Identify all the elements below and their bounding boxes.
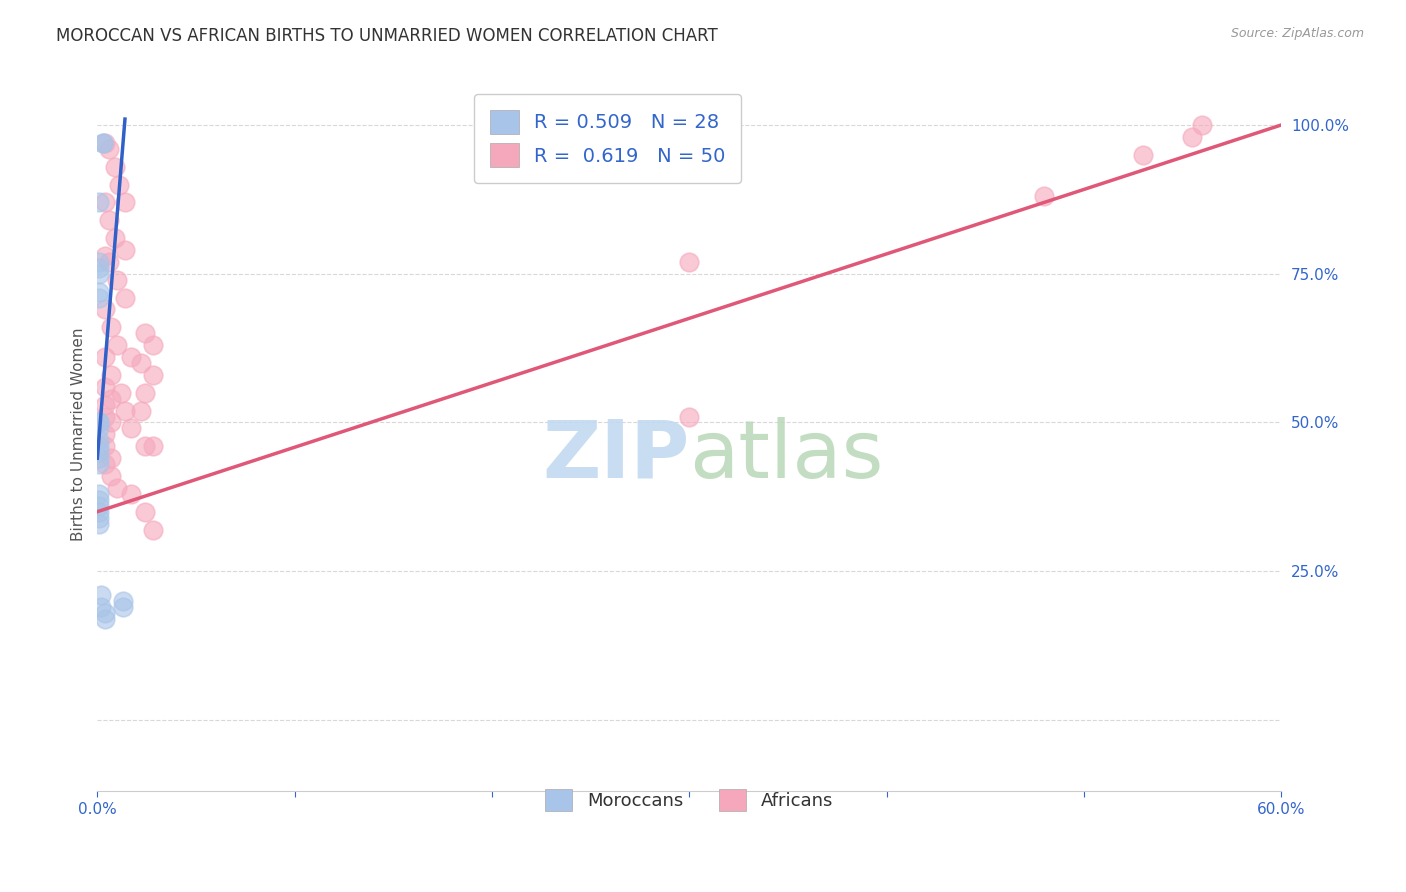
Point	[94, 350, 117, 364]
Point	[89, 195, 111, 210]
Point	[98, 142, 121, 156]
Point	[94, 249, 117, 263]
Point	[678, 409, 700, 424]
Point	[134, 505, 156, 519]
Point	[134, 385, 156, 400]
Point	[1191, 118, 1213, 132]
Point	[104, 231, 127, 245]
Point	[120, 350, 142, 364]
Point	[110, 385, 132, 400]
Point	[89, 505, 111, 519]
Point	[94, 606, 117, 620]
Point	[105, 338, 128, 352]
Point	[1132, 148, 1154, 162]
Point	[94, 302, 117, 317]
Point	[94, 439, 117, 453]
Point	[91, 136, 114, 150]
Point	[94, 457, 117, 471]
Point	[89, 451, 111, 466]
Point	[89, 267, 111, 281]
Point	[114, 243, 136, 257]
Point	[94, 398, 117, 412]
Point	[142, 368, 165, 382]
Point	[89, 255, 111, 269]
Point	[129, 356, 152, 370]
Legend: Moroccans, Africans: Moroccans, Africans	[531, 774, 848, 825]
Point	[129, 403, 152, 417]
Point	[89, 434, 111, 448]
Point	[90, 588, 112, 602]
Point	[104, 160, 127, 174]
Text: atlas: atlas	[689, 417, 883, 495]
Point	[89, 516, 111, 531]
Text: MOROCCAN VS AFRICAN BIRTHS TO UNMARRIED WOMEN CORRELATION CHART: MOROCCAN VS AFRICAN BIRTHS TO UNMARRIED …	[56, 27, 718, 45]
Point	[94, 380, 117, 394]
Point	[678, 255, 700, 269]
Point	[94, 427, 117, 442]
Point	[100, 416, 122, 430]
Point	[111, 599, 134, 614]
Point	[100, 392, 122, 406]
Point	[105, 273, 128, 287]
Point	[114, 291, 136, 305]
Point	[98, 255, 121, 269]
Point	[98, 213, 121, 227]
Point	[89, 416, 111, 430]
Point	[100, 451, 122, 466]
Point	[120, 421, 142, 435]
Point	[89, 421, 111, 435]
Point	[91, 136, 114, 150]
Point	[108, 178, 131, 192]
Point	[142, 439, 165, 453]
Point	[90, 599, 112, 614]
Point	[100, 320, 122, 334]
Point	[100, 368, 122, 382]
Point	[114, 195, 136, 210]
Point	[142, 338, 165, 352]
Point	[94, 612, 117, 626]
Point	[89, 416, 111, 430]
Point	[134, 439, 156, 453]
Point	[89, 487, 111, 501]
Point	[142, 523, 165, 537]
Point	[114, 403, 136, 417]
Point	[100, 469, 122, 483]
Y-axis label: Births to Unmarried Women: Births to Unmarried Women	[72, 327, 86, 541]
Point	[120, 487, 142, 501]
Point	[1181, 130, 1204, 145]
Point	[89, 260, 111, 275]
Point	[134, 326, 156, 341]
Point	[94, 195, 117, 210]
Point	[89, 439, 111, 453]
Point	[111, 594, 134, 608]
Point	[89, 492, 111, 507]
Point	[94, 136, 117, 150]
Text: Source: ZipAtlas.com: Source: ZipAtlas.com	[1230, 27, 1364, 40]
Point	[89, 285, 111, 299]
Point	[94, 409, 117, 424]
Point	[89, 499, 111, 513]
Point	[89, 510, 111, 524]
Point	[89, 291, 111, 305]
Text: ZIP: ZIP	[541, 417, 689, 495]
Point	[105, 481, 128, 495]
Point	[89, 445, 111, 459]
Point	[1033, 189, 1056, 203]
Point	[89, 457, 111, 471]
